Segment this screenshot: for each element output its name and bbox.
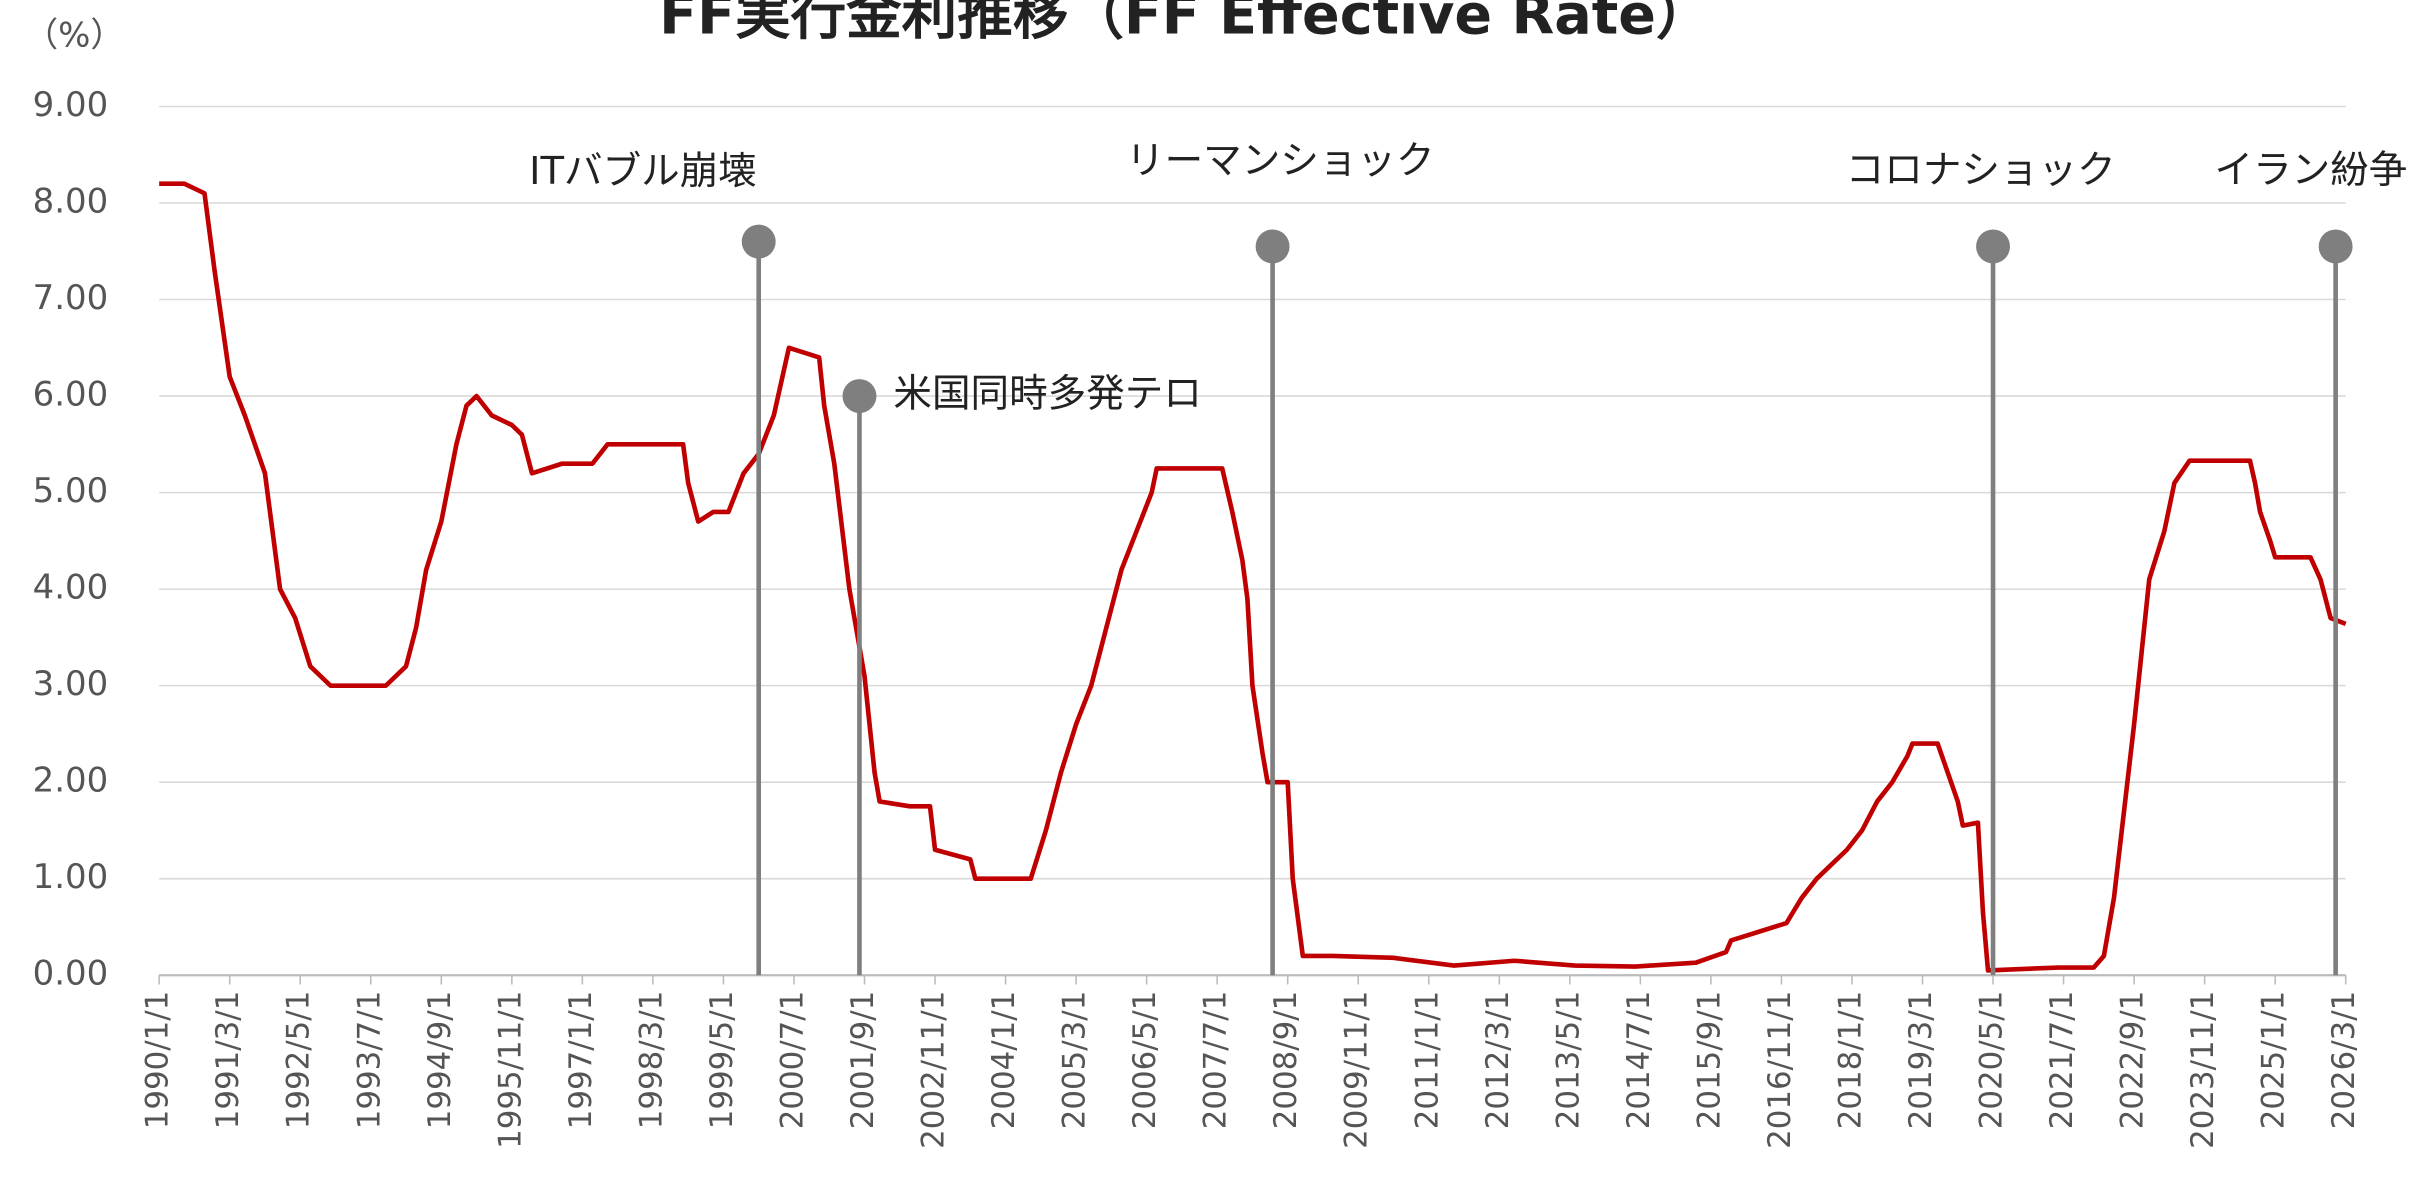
annotation: リーマンショック bbox=[1126, 139, 1435, 184]
x-tick-label: 2014/7/1 bbox=[1621, 991, 1657, 1130]
y-tick-label: 3.00 bbox=[33, 664, 109, 704]
x-tick-label: 1991/3/1 bbox=[210, 991, 246, 1130]
y-axis-label: （%） bbox=[24, 16, 124, 56]
event-dot bbox=[842, 379, 877, 414]
annotation: イラン紛争 bbox=[2215, 148, 2408, 193]
x-tick-label: 2000/7/1 bbox=[774, 991, 810, 1130]
x-tick-label: 2008/9/1 bbox=[1268, 991, 1304, 1130]
y-tick-label: 9.00 bbox=[33, 85, 109, 125]
x-tick-label: 2022/9/1 bbox=[2115, 991, 2151, 1130]
x-tick-label: 2011/1/1 bbox=[1409, 991, 1445, 1130]
x-tick-label: 2026/3/1 bbox=[2326, 991, 2362, 1130]
x-tick-label: 1998/3/1 bbox=[633, 991, 669, 1130]
x-tick-label: 2005/3/1 bbox=[1057, 991, 1093, 1130]
x-tick-label: 1992/5/1 bbox=[281, 991, 317, 1130]
x-tick-label: 2020/5/1 bbox=[1974, 991, 2010, 1130]
x-tick-label: 2021/7/1 bbox=[2044, 991, 2080, 1130]
x-tick-label: 1999/5/1 bbox=[704, 991, 740, 1130]
x-tick-label: 2018/1/1 bbox=[1832, 991, 1868, 1130]
x-tick-label: 2023/11/1 bbox=[2185, 991, 2221, 1149]
x-tick-label: 2019/3/1 bbox=[1903, 991, 1939, 1130]
x-tick-label: 2025/1/1 bbox=[2256, 991, 2292, 1130]
x-tick-label: 1995/11/1 bbox=[492, 991, 528, 1149]
x-tick-label: 2004/1/1 bbox=[986, 991, 1022, 1130]
y-tick-label: 5.00 bbox=[33, 471, 109, 511]
x-tick-label: 2009/11/1 bbox=[1339, 991, 1375, 1149]
y-tick-label: 0.00 bbox=[33, 954, 109, 994]
x-tick-label: 2015/9/1 bbox=[1691, 991, 1727, 1130]
event-dot bbox=[741, 224, 776, 259]
y-tick-label: 1.00 bbox=[33, 857, 109, 897]
x-tick-label: 2007/7/1 bbox=[1198, 991, 1234, 1130]
annotation: 米国同時多発テロ bbox=[893, 372, 1202, 417]
y-tick-label: 4.00 bbox=[33, 568, 109, 608]
y-tick-label: 2.00 bbox=[33, 761, 109, 801]
event-dot bbox=[2318, 229, 2353, 264]
annotation: ITバブル崩壊 bbox=[529, 149, 757, 194]
x-tick-label: 2002/11/1 bbox=[916, 991, 952, 1149]
event-dot bbox=[1255, 229, 1290, 264]
x-tick-label: 2013/5/1 bbox=[1550, 991, 1586, 1130]
x-tick-label: 2001/9/1 bbox=[845, 991, 881, 1130]
annotation: コロナショック bbox=[1846, 148, 2116, 193]
event-dot bbox=[1976, 229, 2011, 264]
x-tick-label: 1993/7/1 bbox=[351, 991, 387, 1130]
y-tick-label: 8.00 bbox=[33, 182, 109, 222]
series-line bbox=[159, 181, 2347, 973]
x-tick-label: 2012/3/1 bbox=[1480, 991, 1516, 1130]
x-tick-label: 1997/1/1 bbox=[563, 991, 599, 1130]
y-tick-label: 7.00 bbox=[33, 278, 109, 318]
chart-title: FF実行金利推移（FF Effective Rate） bbox=[659, 0, 1711, 48]
x-tick-label: 1994/9/1 bbox=[422, 991, 458, 1130]
y-tick-label: 6.00 bbox=[33, 375, 109, 415]
x-tick-label: 1990/1/1 bbox=[140, 991, 176, 1130]
x-tick-label: 2016/11/1 bbox=[1762, 991, 1798, 1149]
x-tick-label: 2006/5/1 bbox=[1127, 991, 1163, 1130]
